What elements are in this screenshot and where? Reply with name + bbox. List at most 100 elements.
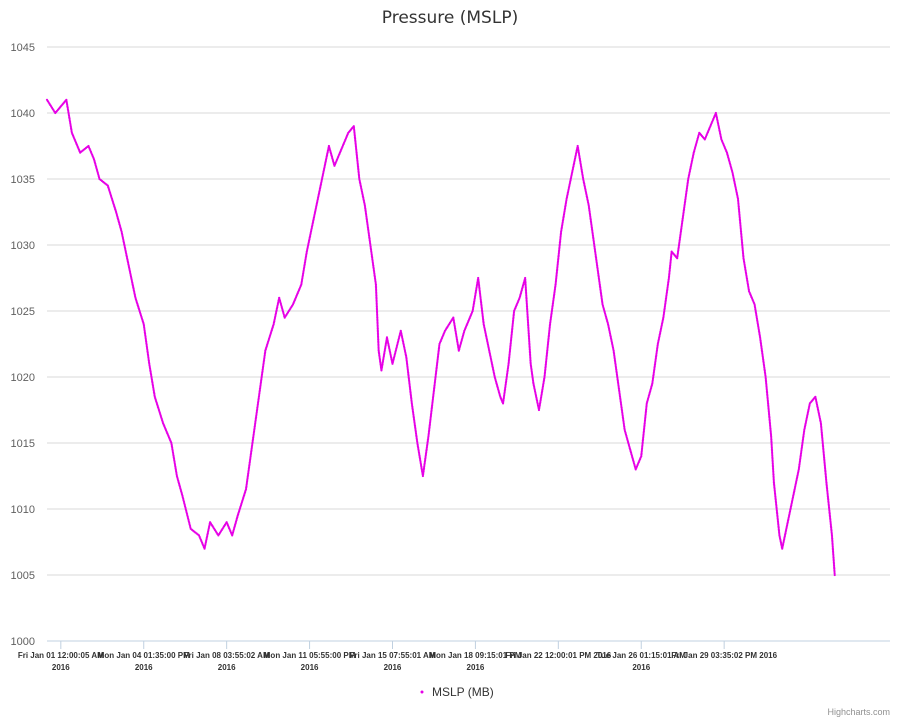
data-point [831,542,834,545]
data-point [770,441,773,444]
data-point [831,537,834,540]
data-point [832,564,836,567]
data-point [770,436,773,440]
x-tick-label: Mon Jan 18 09:15:01 PM [429,651,521,660]
data-point [833,565,836,569]
data-point [833,567,836,570]
data-point [374,286,378,289]
data-point [375,310,379,313]
data-point [377,338,380,341]
y-tick-label: 1020 [11,372,35,384]
data-point [771,452,774,456]
y-tick-label: 1000 [11,636,35,648]
data-point [525,299,528,302]
data-point [377,340,380,343]
legend-item[interactable]: MSLP (MB) [420,685,494,699]
y-tick-label: 1045 [11,42,35,54]
data-point [376,316,379,319]
data-point [377,336,380,340]
x-tick-label: Fri Jan 08 03:55:02 AM [184,651,270,660]
data-point [526,319,530,322]
series-mslp [45,98,836,577]
x-tick-label-year: 2016 [467,663,485,672]
data-point [831,540,834,543]
x-tick-label-year: 2016 [52,663,70,672]
data-point [771,454,774,457]
data-point [375,307,378,310]
data-point [375,311,379,314]
y-tick-label: 1035 [11,174,35,186]
x-tick-label-year: 2016 [632,663,650,672]
credits-link[interactable]: Highcharts.com [827,707,890,717]
data-point [376,319,379,322]
data-point [529,359,532,362]
data-point [770,438,773,441]
data-point [526,311,529,315]
data-point [527,327,530,330]
data-point [527,334,530,337]
x-tick-label-year: 2016 [135,663,153,672]
data-point [376,332,380,335]
data-point [527,329,530,332]
data-point [525,303,529,307]
data-point [525,297,528,300]
data-point [526,316,529,319]
data-point [772,479,775,483]
x-tick-label: Fri Jan 29 03:35:02 PM 2016 [671,651,777,660]
x-tick-label: Fri Jan 01 12:00:05 AM [18,651,104,660]
data-point [524,276,527,280]
x-tick-label: Mon Jan 04 01:35:00 PM [98,651,190,660]
data-point [525,292,528,295]
data-point [830,535,834,539]
data-point [771,462,774,465]
data-point [832,562,836,566]
data-point [528,353,532,356]
data-point [772,468,775,471]
data-point [770,444,773,448]
data-point [772,476,775,479]
legend-marker [420,690,424,694]
data-point [377,341,380,344]
data-point [528,338,531,342]
data-point [527,330,530,334]
data-point [376,325,379,329]
data-point [528,348,531,351]
data-point [770,435,773,438]
data-point [772,473,775,476]
x-tick-label-year: 2016 [301,663,319,672]
data-point [526,313,529,316]
data-point [525,300,528,303]
data-point [526,307,529,310]
data-point [376,322,379,325]
x-tick-label-year: 2016 [384,663,402,672]
data-point [527,322,530,326]
data-point [524,280,527,283]
data-point [525,305,529,308]
data-point [525,295,528,299]
data-point [771,459,774,462]
data-point [832,553,835,556]
data-point [771,465,775,468]
data-point [527,326,530,329]
data-point [771,463,774,467]
data-point [377,344,380,347]
data-point [375,288,378,291]
y-tick-label: 1025 [11,306,35,318]
data-point [524,288,527,291]
data-point [832,558,835,561]
data-point [771,456,774,459]
y-tick-label: 1015 [11,438,35,450]
data-point [833,572,836,575]
data-point [771,451,774,454]
x-tick-label: Fri Jan 22 12:00:01 PM 2016 [505,651,611,660]
data-point [524,286,527,289]
data-point [770,448,774,451]
data-point [375,305,378,308]
data-point [832,561,835,564]
data-point [525,294,528,297]
data-point [526,310,529,313]
data-point [833,569,836,572]
data-point [527,324,530,327]
data-point [528,343,531,346]
data-point [374,283,378,286]
